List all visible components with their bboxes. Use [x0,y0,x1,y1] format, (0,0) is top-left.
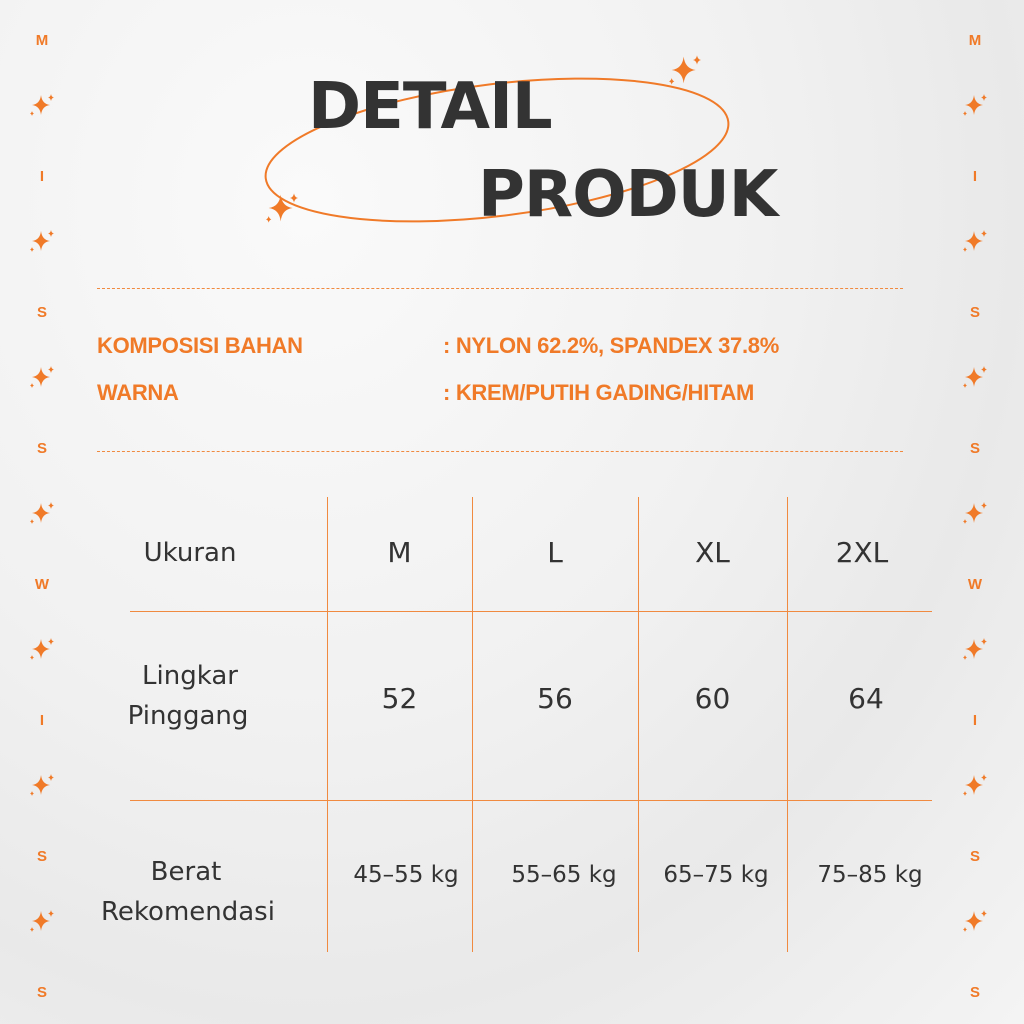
title-line2: PRODUK [478,158,778,232]
sparkle-icon [27,908,57,934]
side-letter: S [969,848,980,865]
row-label: Berat [150,857,222,887]
side-letter: M [968,32,982,49]
divider [97,451,903,452]
sparkle-icon [27,364,57,390]
side-letter: W [967,576,983,593]
info-value: : KREM/PUTIH GADING/HITAM [443,380,755,405]
side-letter: S [969,440,980,457]
table-line [472,497,473,952]
table-cell: 55–65 kg [511,862,617,888]
row-label: Pinggang [127,701,249,731]
row-label: Lingkar [142,661,238,691]
sparkle-icon [960,92,990,118]
divider [97,288,903,289]
side-letter: S [36,440,47,457]
sparkle-icon [266,193,298,223]
side-letter: M [35,32,49,49]
side-letter: S [969,304,980,321]
sparkle-icon [960,772,990,798]
table-cell: 56 [537,682,573,715]
side-letter: S [36,848,47,865]
side-letter: S [969,984,980,1001]
table-line [327,497,328,952]
table-cell: 60 [694,682,731,715]
side-letter: I [39,712,45,729]
size-header: L [547,536,563,569]
table-line [638,497,639,952]
table-line [787,497,788,952]
title-line1: DETAIL [308,70,553,144]
sparkle-icon [960,364,990,390]
size-header: 2XL [835,536,889,569]
side-letter: S [36,304,47,321]
sparkle-icon [960,636,990,662]
info-value: : NYLON 62.2%, SPANDEX 37.8% [443,333,779,358]
sparkle-icon [27,500,57,526]
sparkle-icon [669,55,701,85]
sparkle-icon [960,908,990,934]
sparkle-icon [27,772,57,798]
row-label: Rekomendasi [101,897,275,927]
table-line [130,611,932,612]
table-line [130,800,932,801]
side-letter: W [34,576,50,593]
info-label: KOMPOSISI BAHAN [97,333,303,358]
side-letter: I [972,168,978,185]
side-letter: I [39,168,45,185]
table-cell: 65–75 kg [663,862,769,888]
size-header: M [387,536,412,569]
title-ellipse [264,77,730,223]
sparkle-icon [960,500,990,526]
sparkle-icon [960,228,990,254]
table-cell: 64 [848,682,884,715]
sparkle-icon [27,228,57,254]
table-cell: 75–85 kg [817,862,923,888]
sparkle-icon [27,636,57,662]
size-header: XL [695,536,730,569]
info-label: WARNA [97,380,179,405]
table-cell: 45–55 kg [353,862,459,888]
side-letter: S [36,984,47,1001]
table-cell: 52 [381,682,418,715]
side-letter: I [972,712,978,729]
sparkle-icon [27,92,57,118]
header-label: Ukuran [143,538,237,568]
